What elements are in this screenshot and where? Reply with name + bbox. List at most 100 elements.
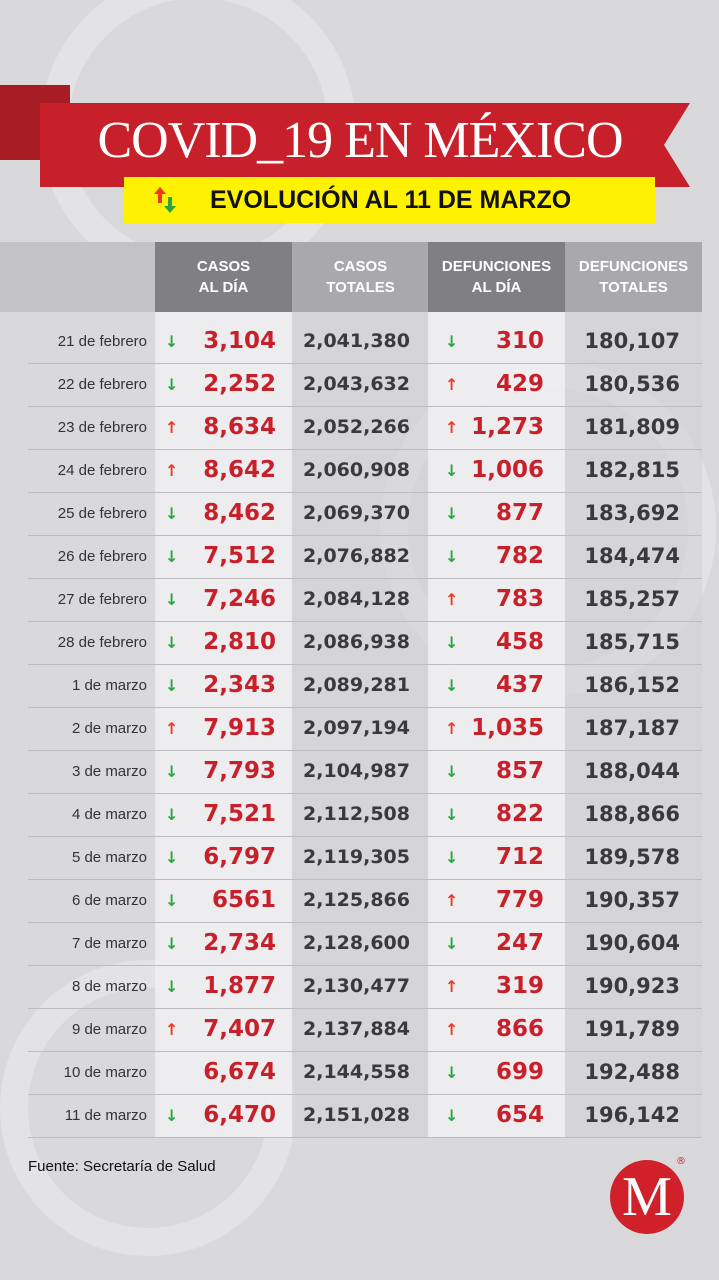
cases-total: 2,137,884 [303,1018,410,1040]
cases-total: 2,125,866 [303,889,410,911]
source-note: Fuente: Secretaría de Salud [28,1158,216,1175]
arrow-down-icon: ↓ [165,848,179,867]
cases-daily: 2,343 [203,672,276,698]
cases-daily: 6,674 [203,1059,276,1085]
deaths-daily: 437 [495,672,544,698]
cases-daily: 7,407 [203,1016,276,1042]
cases-total: 2,130,477 [303,975,410,997]
table-row: 25 de febrero ↓ 8,462 2,069,370 ↓ 877 183,692 [28,492,702,536]
cases-daily: 1,877 [203,973,276,999]
table-row: 8 de marzo ↓ 1,877 2,130,477 ↑ 319 190,923 [28,965,702,1009]
deaths-daily: 654 [495,1102,544,1128]
table-row: 24 de febrero ↑ 8,642 2,060,908 ↓ 1,006 182,81… [28,449,702,493]
row-date: 21 de febrero [57,333,147,350]
deaths-daily: 1,006 [471,457,544,483]
deaths-total: 191,789 [584,1017,680,1041]
row-date: 6 de marzo [71,892,147,909]
cases-total: 2,086,938 [303,631,410,653]
row-date: 11 de marzo [64,1107,147,1124]
up-down-arrows-icon [154,187,176,213]
cases-total: 2,084,128 [303,588,410,610]
table-row: 22 de febrero ↓ 2,252 2,043,632 ↑ 429 180,536 [28,363,702,407]
subtitle: EVOLUCIÓN AL 11 DE MARZO [210,186,572,214]
cases-daily: 2,810 [203,629,276,655]
table-row: 7 de marzo ↓ 2,734 2,128,600 ↓ 247 190,604 [28,922,702,966]
cases-total: 2,089,281 [303,674,410,696]
cases-total: 2,112,508 [303,803,410,825]
deaths-daily: 699 [495,1059,544,1085]
row-date: 28 de febrero [57,634,147,651]
cases-daily: 6,470 [203,1102,276,1128]
cases-total: 2,076,882 [303,545,410,567]
header-line: CASOS [333,258,388,275]
arrow-down-icon: ↓ [445,934,459,953]
cases-daily: 2,734 [203,930,276,956]
table-row: 3 de marzo ↓ 7,793 2,104,987 ↓ 857 188,044 [28,750,702,794]
arrow-up-icon: ↑ [445,418,459,437]
arrow-up-icon: ↑ [445,375,459,394]
arrow-up-icon: ↑ [445,977,459,996]
cases-daily: 7,521 [203,801,276,827]
table-row: 1 de marzo ↓ 2,343 2,089,281 ↓ 437 186,152 [28,664,702,708]
deaths-daily: 247 [495,930,544,956]
deaths-total: 190,923 [584,974,680,998]
row-date: 1 de marzo [71,677,147,694]
registered-mark: ® [676,1156,686,1167]
table-row: 6 de marzo ↓ 6561 2,125,866 ↑ 779 190,357 [28,879,702,923]
arrow-up-icon: ↑ [165,719,179,738]
arrow-down-icon: ↓ [445,332,459,351]
arrow-down-icon: ↓ [165,332,179,351]
header-line: CASOS [196,258,251,275]
cases-daily: 2,252 [203,371,276,397]
deaths-total: 189,578 [584,845,680,869]
deaths-total: 196,142 [584,1103,680,1127]
arrow-down-icon: ↓ [165,934,179,953]
deaths-total: 180,536 [584,372,680,396]
row-date: 23 de febrero [57,419,147,436]
deaths-total: 184,474 [584,544,680,568]
arrow-down-icon: ↓ [165,633,179,652]
deaths-daily: 866 [495,1016,544,1042]
row-date: 2 de marzo [71,720,147,737]
cases-total: 2,128,600 [303,932,410,954]
arrow-down-icon: ↓ [445,504,459,523]
deaths-daily: 319 [495,973,544,999]
row-date: 8 de marzo [71,978,147,995]
table-row: 11 de marzo ↓ 6,470 2,151,028 ↓ 654 196,142 [28,1094,702,1138]
arrow-up-icon: ↑ [445,590,459,609]
deaths-daily: 458 [495,629,544,655]
header-line: TOTALES [326,279,395,296]
page-title: COVID_19 EN MÉXICO [97,112,623,169]
arrow-down-icon: ↓ [445,633,459,652]
deaths-total: 180,107 [584,329,680,353]
table-row: 5 de marzo ↓ 6,797 2,119,305 ↓ 712 189,578 [28,836,702,880]
title-ribbon [40,103,690,187]
deaths-daily: 822 [495,801,544,827]
arrow-up-icon: ↑ [445,719,459,738]
row-date: 25 de febrero [57,505,147,522]
header-line: AL DÍA [198,279,249,296]
cases-daily: 3,104 [203,328,276,354]
table-row: 28 de febrero ↓ 2,810 2,086,938 ↓ 458 185,715 [28,621,702,665]
deaths-daily: 877 [495,500,544,526]
deaths-daily: 1,273 [471,414,544,440]
arrow-down-icon: ↓ [445,1063,459,1082]
table-row: 9 de marzo ↑ 7,407 2,137,884 ↑ 866 191,789 [28,1008,702,1052]
table-row: 10 de marzo 6,674 2,144,558 ↓ 699 192,488 [28,1051,702,1095]
cases-total: 2,043,632 [303,373,410,395]
arrow-up-icon: ↑ [445,1020,459,1039]
cases-daily: 8,642 [203,457,276,483]
header-line: AL DÍA [471,279,522,296]
cases-daily: 7,913 [203,715,276,741]
row-date: 9 de marzo [71,1021,147,1038]
cases-total: 2,069,370 [303,502,410,524]
deaths-total: 181,809 [584,415,680,439]
arrow-down-icon: ↓ [165,547,179,566]
deaths-total: 190,357 [584,888,680,912]
cases-total: 2,151,028 [303,1104,410,1126]
milenio-logo: M [610,1160,684,1234]
deaths-total: 190,604 [584,931,680,955]
arrow-down-icon: ↓ [445,1106,459,1125]
arrow-down-icon: ↓ [165,762,179,781]
cases-total: 2,052,266 [303,416,410,438]
